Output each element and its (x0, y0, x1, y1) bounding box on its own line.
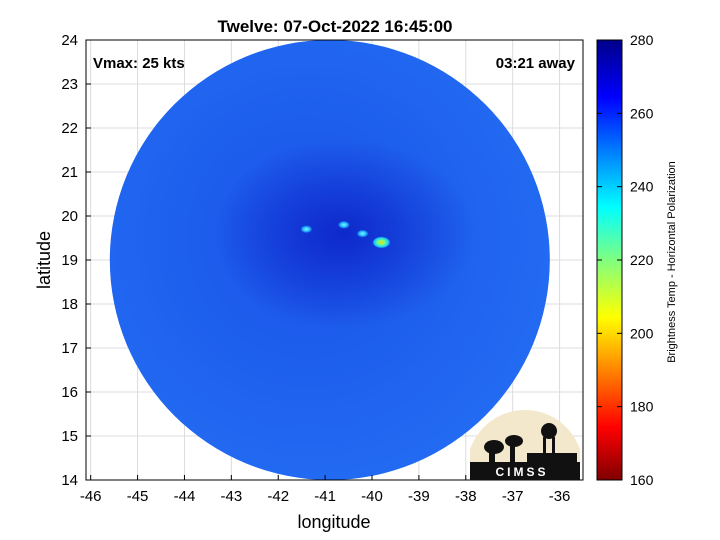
logo-banner (470, 462, 580, 480)
colorbar-tick-label: 260 (630, 105, 654, 121)
swath-layer (109, 40, 550, 480)
x-ticks: -46 -45 -44 -43 -42 -41 -40 -39 -38 -37 -36 (80, 475, 571, 505)
feature-layer (300, 220, 391, 249)
storm-core (213, 138, 474, 329)
x-tick-label: -39 (408, 488, 430, 505)
y-ticks: 14 15 16 17 18 19 20 21 22 23 24 (61, 32, 91, 489)
x-tick-label: -41 (314, 488, 336, 505)
x-tick-label: -43 (221, 488, 243, 505)
cimss-logo: CIMSS (470, 410, 580, 480)
y-tick-label: 24 (61, 32, 78, 49)
y-tick-label: 18 (61, 296, 78, 313)
y-tick-label: 15 (61, 428, 78, 445)
y-tick-label: 16 (61, 384, 78, 401)
feature-point-0 (372, 236, 391, 249)
x-tick-label: -37 (502, 488, 524, 505)
chart-title: Twelve: 07-Oct-2022 16:45:00 (218, 17, 453, 36)
x-tick-label: -40 (361, 488, 383, 505)
colorbar-tick-label: 280 (630, 32, 654, 48)
y-tick-label: 23 (61, 76, 78, 93)
time-away-annotation: 03:21 away (496, 55, 576, 72)
colorbar-tick-label: 220 (630, 252, 654, 268)
y-tick-label: 14 (61, 472, 78, 489)
y-tick-label: 20 (61, 208, 78, 225)
x-tick-label: -45 (127, 488, 149, 505)
x-tick-label: -42 (267, 488, 289, 505)
y-tick-label: 19 (61, 252, 78, 269)
x-axis-label: longitude (297, 512, 370, 532)
colorbar-ticks: 280 260 240 220 200 180 160 (597, 32, 654, 488)
x-tick-label: -46 (80, 488, 102, 505)
colorbar-tick-label: 180 (630, 399, 654, 415)
feature-point-2 (300, 225, 313, 234)
vmax-annotation: Vmax: 25 kts (93, 55, 185, 72)
logo-silhouette (484, 423, 577, 462)
x-tick-label: -38 (455, 488, 477, 505)
x-tick-label: -44 (174, 488, 196, 505)
logo-text: CIMSS (495, 465, 548, 479)
colorbar-tick-label: 200 (630, 325, 654, 341)
y-axis-label: latitude (34, 231, 54, 289)
y-tick-label: 21 (61, 164, 78, 181)
y-tick-label: 17 (61, 340, 78, 357)
colorbar-label: Brightness Temp - Horizontal Polarizatio… (666, 161, 678, 363)
feature-point-1 (337, 220, 350, 229)
x-tick-label: -36 (549, 488, 571, 505)
feature-point-3 (356, 229, 369, 238)
colorbar-tick-label: 160 (630, 472, 654, 488)
colorbar-tick-label: 240 (630, 179, 654, 195)
y-tick-label: 22 (61, 120, 78, 137)
